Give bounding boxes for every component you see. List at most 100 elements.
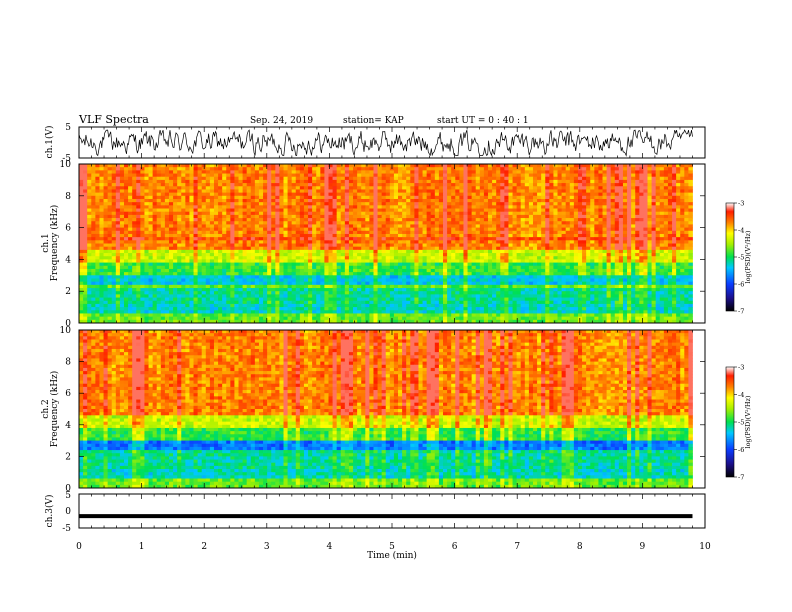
spectrogram-cell (144, 265, 149, 270)
spectrogram-cell (651, 256, 657, 260)
spectrogram-cell (643, 202, 648, 206)
spectrogram-cell (418, 265, 423, 270)
spectrogram-cell (128, 265, 133, 270)
spectrogram-cell (647, 208, 652, 213)
spectrogram-cell (148, 198, 154, 203)
spectrogram-cell (569, 170, 575, 174)
spectrogram-cell (119, 183, 125, 187)
spectrogram-cell (344, 183, 350, 187)
spectrogram-cell (561, 262, 567, 267)
spectrogram-cell (107, 195, 113, 200)
spectrogram-cell (283, 230, 288, 235)
spectrogram-cell (598, 195, 603, 200)
spectrogram-cell (381, 205, 387, 209)
spectrogram-cell (336, 262, 342, 267)
spectrogram-cell (512, 214, 518, 219)
spectrogram-cell (479, 205, 485, 209)
spectrogram-cell (635, 218, 640, 222)
spectrogram-cell (557, 198, 562, 203)
spectrogram-cell (426, 192, 432, 197)
spectrogram-cell (541, 221, 546, 225)
spectrogram-cell (459, 173, 464, 178)
spectrogram-cell (111, 224, 117, 228)
spectrogram-cell (528, 230, 534, 235)
spectrogram-cell (545, 243, 550, 248)
spectrogram-cell (561, 164, 567, 168)
spectrogram-cell (557, 227, 562, 232)
spectrogram-cell (144, 243, 149, 248)
spectrogram-cell (213, 253, 219, 257)
spectrogram-cell (684, 189, 689, 194)
spectrogram-cell (537, 230, 542, 235)
spectrogram-cell (156, 221, 162, 225)
spectrogram-cell (398, 205, 403, 209)
spectrogram-cell (123, 195, 129, 200)
spectrogram-cell (168, 233, 174, 238)
spectrogram-cell (168, 256, 174, 260)
spectrogram-cell (91, 214, 96, 219)
spectrogram-cell (549, 246, 554, 251)
spectrogram-cell (520, 256, 526, 260)
spectrogram-cell (189, 237, 194, 241)
spectrogram-cell (479, 246, 485, 251)
spectrogram-cell (667, 218, 673, 222)
spectrogram-cell (655, 192, 661, 197)
spectrogram-cell (234, 227, 239, 232)
spectrogram-cell (213, 164, 219, 168)
spectrogram-cell (471, 243, 477, 248)
spectrogram-cell (524, 202, 530, 206)
spectrogram-cell (258, 259, 264, 263)
spectrogram-cell (430, 249, 436, 254)
spectrogram-cell (467, 179, 473, 184)
spectrogram-cell (524, 211, 530, 216)
spectrogram-cell (340, 227, 346, 232)
spectrogram-cell (369, 237, 374, 241)
spectrogram-cell (299, 164, 305, 168)
spectrogram-cell (569, 179, 575, 184)
spectrogram-cell (279, 262, 284, 267)
spectrogram-cell (610, 164, 616, 168)
spectrogram-cell (680, 218, 685, 222)
spectrogram-cell (107, 198, 113, 203)
spectrogram-cell (373, 233, 378, 238)
spectrogram-cell (393, 259, 399, 263)
spectrogram-cell (242, 237, 248, 241)
spectrogram-cell (504, 173, 509, 178)
spectrogram-cell (532, 227, 538, 232)
spectrogram-cell (537, 170, 542, 174)
spectrogram-cell (373, 164, 378, 168)
spectrogram-cell (614, 205, 620, 209)
spectrogram-cell (87, 221, 92, 225)
spectrogram-cell (111, 198, 117, 203)
spectrogram-cell (99, 176, 104, 181)
spectrogram-cell (283, 179, 288, 184)
spectrogram-cell (627, 208, 632, 213)
spectrogram-cell (676, 230, 681, 235)
spectrogram-cell (569, 176, 575, 181)
spectrogram-cell (443, 195, 448, 200)
spectrogram-cell (107, 265, 113, 270)
spectrogram-cell (123, 198, 129, 203)
spectrogram-cell (238, 237, 243, 241)
spectrogram-cell (218, 237, 223, 241)
spectrogram-cell (557, 256, 562, 260)
spectrogram-cell (606, 237, 612, 241)
spectrogram-cell (443, 208, 448, 213)
spectrogram-cell (512, 240, 518, 244)
spectrogram-cell (197, 198, 203, 203)
spectrogram-cell (549, 167, 554, 171)
spectrogram-cell (111, 208, 117, 213)
spectrogram-cell (590, 243, 595, 248)
spectrogram-cell (148, 224, 154, 228)
spectrogram-cell (377, 243, 383, 248)
spectrogram-cell (479, 170, 485, 174)
spectrogram-cell (561, 176, 567, 181)
spectrogram-cell (144, 176, 149, 181)
spectrogram-cell (631, 227, 636, 232)
spectrogram-cell (659, 256, 665, 260)
spectrogram-cell (197, 183, 203, 187)
spectrogram-cell (398, 198, 403, 203)
spectrogram-cell (663, 198, 669, 203)
spectrogram-cell (447, 224, 452, 228)
